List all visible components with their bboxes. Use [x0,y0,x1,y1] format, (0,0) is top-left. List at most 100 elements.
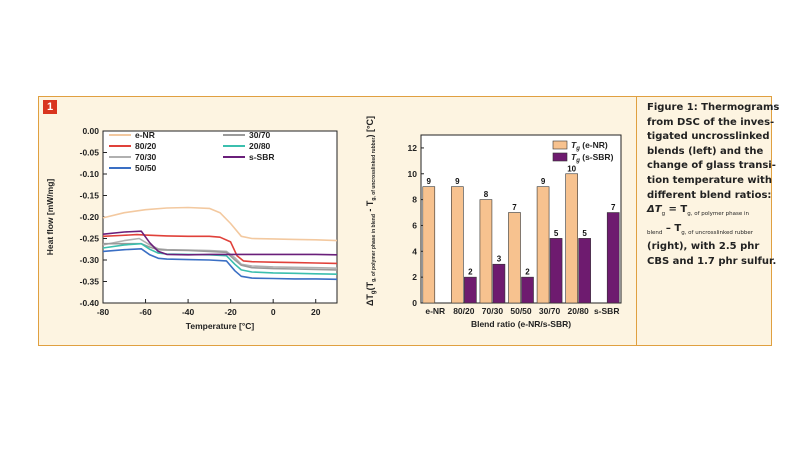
x-tick-label: -20 [224,307,237,317]
legend-label: 30/70 [249,130,271,140]
tg-change-bar-chart: 0 2 4 6 8 10 12 e-NR 9 80/20 9 2 70/30 8 3 50/50 7 2 30/70… [365,116,622,329]
bar-data-label: 7 [611,203,616,212]
series-line-70-30 [102,237,338,269]
bar-e-nr [536,186,550,304]
dsc-thermogram-chart: 0.00 -0.05 -0.10 -0.15 -0.20 -0.25 -0.30 -0.35 -… [45,126,338,331]
y-axis-title: Heat flow [mW/mg] [45,179,55,256]
y-tick-label: 8 [412,195,417,205]
x-tick-label: -80 [97,307,110,317]
legend-label: 70/30 [135,152,157,162]
caption-line: (right), with 2.5 phr [647,241,760,253]
legend-swatch [552,140,568,150]
series-line-80-20 [102,233,338,265]
legend-label: e-NR [135,130,155,140]
x-tick-label: 50/50 [510,306,532,316]
y-tick-label: -0.15 [80,191,100,201]
caption-line: CBS and 1.7 phr sulfur. [647,255,777,267]
x-tick-label: 20/80 [568,306,590,316]
x-axis-title: Temperature [°C] [186,321,255,331]
x-tick-label: 80/20 [453,306,475,316]
formula-sub: g [661,211,666,218]
series-line-50-50 [102,248,338,281]
series-line-e-NR [102,206,338,242]
y-tick-label: 6 [412,220,417,230]
y-tick-label: -0.20 [80,212,100,222]
legend-label-part: (s-SBR) [580,152,614,162]
figure-panel: 1 0.00 -0.05 -0.10 -0.15 -0.20 -0.25 -0.30 -0.3… [38,96,780,346]
caption-formula: ΔTg = Tg, of polymer phase in [647,203,769,222]
legend-label: 80/20 [135,141,157,151]
legend-label-part: T [571,152,577,162]
bar-s-sbr [521,276,534,304]
x-tick-label: 30/70 [539,306,561,316]
y-tick-label: 0.00 [82,126,99,136]
y-tick-label: -0.25 [80,234,100,244]
bar-s-sbr [492,263,506,304]
bar-e-nr [422,186,436,304]
y-tick-label: 0 [412,298,417,308]
formula-sub: blend [647,229,663,236]
bar-data-label: 9 [427,177,432,186]
y-axis-title-part: ΔT [365,294,375,306]
legend-label-part: T [571,140,577,150]
x-tick-label: -60 [139,307,152,317]
x-tick-label: s-SBR [594,306,620,316]
y-tick-label: 4 [412,246,417,256]
formula-eq: = T [665,204,688,216]
caption-line: tigated uncrosslinked [647,131,770,143]
bar-e-nr [479,199,493,304]
legend-label: 20/80 [249,141,271,151]
y-axis-title-part: g, of polymer phase in blend [371,214,377,282]
y-tick-label: 12 [408,143,418,153]
bar-e-nr [565,173,578,304]
bar-data-label: 9 [541,177,546,186]
chart-panel: 1 0.00 -0.05 -0.10 -0.15 -0.20 -0.25 -0.30 -0.3… [39,97,637,345]
formula-minus: – T [662,222,682,234]
x-tick-label: -40 [182,307,195,317]
legend-label-part: g [575,146,580,152]
bar-data-label: 10 [567,164,576,173]
caption-line: blends (left) and the [647,145,764,157]
legend-label: Tg (s-SBR) [571,152,614,164]
legend-label: s-SBR [249,152,275,162]
series-line-s-SBR [102,230,338,256]
y-axis-title-part: g [371,290,377,294]
caption-line: Figure 1: Thermograms [647,102,780,113]
bar-data-label: 8 [484,190,489,199]
y-axis-title: ΔTg(Tg, of polymer phase in blend - Tg, … [365,116,377,306]
y-axis-title-part: ) [°C] [365,116,375,138]
bar-s-sbr [578,238,591,304]
figure-caption: Figure 1: Thermograms from DSC of the in… [647,101,780,270]
formula-sub: g, of uncrosslinked rubber [681,229,753,236]
bar-data-label: 2 [525,268,530,277]
caption-line: change of glass transi- [647,160,776,172]
bar-data-label: 5 [554,229,559,238]
legend-label: 50/50 [135,163,157,173]
bar-data-label: 3 [497,255,502,264]
series-line-30-70 [103,242,338,271]
bar-s-sbr [606,212,620,304]
y-tick-label: -0.35 [80,277,100,287]
x-tick-label: 0 [271,307,276,317]
x-tick-label: 70/30 [482,306,504,316]
bar-data-label: 7 [512,203,517,212]
legend-swatch [552,152,568,162]
caption-line: from DSC of the inves- [647,116,775,128]
caption-line: different blend ratios: [647,189,772,201]
y-tick-label: -0.30 [80,255,100,265]
caption-formula-cont: blend – Tg, of uncrosslinked rubber [647,222,769,241]
y-tick-label: 2 [412,272,417,282]
x-tick-label: 20 [311,307,321,317]
legend-label-part: g [575,158,580,164]
bar-s-sbr [464,276,477,304]
formula-symbol: ΔT [647,204,662,216]
series-line-20-80 [102,242,338,275]
bar-e-nr [508,212,521,304]
y-tick-label: 10 [408,169,418,179]
y-tick-label: -0.10 [80,169,100,179]
y-tick-label: -0.05 [80,148,100,158]
legend-label-part: (e-NR) [580,140,608,150]
y-axis-title-part: (T [365,281,375,290]
y-axis-title-part: g, of uncrosslinked rubber [371,137,377,200]
caption-line: tion temperature with [647,174,772,186]
